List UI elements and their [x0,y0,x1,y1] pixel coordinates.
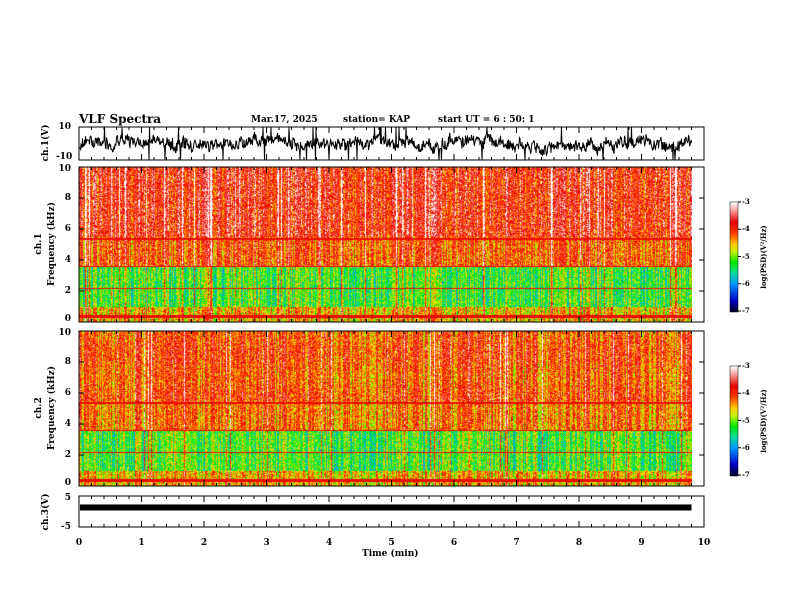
colorbar-tick-label: -7 [742,470,750,479]
x-tick-label: 0 [75,538,83,548]
colorbar-tick-label: -4 [742,224,750,234]
colorbar-tick-label: -4 [742,388,750,398]
colorbar-tick-label: -5 [742,251,750,261]
y-tick-label: 2 [64,285,71,296]
y-tick-label: 10 [58,163,71,174]
colorbar-label: log(PSD)(V²/Hz) [759,225,768,289]
x-tick-label: 4 [325,538,333,548]
y-tick-label: 0 [64,313,71,324]
colorbar-tick-label: -3 [742,361,750,370]
ch2-colorbar [730,366,738,476]
y-tick-label: 8 [64,192,71,203]
colorbar-tick-label: -6 [742,278,750,288]
y-tick-label: 8 [64,356,71,367]
ch3-ylabel: ch.3(V) [41,493,51,531]
x-tick-label: 2 [200,538,208,548]
x-tick-label: 1 [138,538,145,548]
ch3-waveform-line [80,504,692,511]
x-tick-label: 3 [263,538,270,548]
x-tick-label: 6 [450,538,458,548]
y-tick-label: 2 [64,449,71,460]
ch1-ylabel: ch.1(V) [41,124,51,162]
date-label: Mar.17, 2025 [251,115,318,125]
colorbar-tick-label: -5 [742,415,750,425]
colorbar-frame [729,201,739,313]
ch2-spectrogram-ylabel-channel: ch.2 [34,397,44,419]
ch1-colorbar [730,202,738,312]
y-tick-label: 6 [64,223,71,234]
y-tick-label: 10 [58,327,71,338]
y-tick-label: 0 [64,477,71,488]
ch2-spectrogram-image [79,331,692,486]
figure-title: VLF Spectra [79,112,162,126]
start-time-label: start UT = 6 : 50: 1 [438,115,535,125]
y-tick-label: -10 [56,151,73,162]
y-tick-label: 10 [58,121,71,132]
colorbar-frame [729,365,739,477]
y-tick-label: 4 [64,418,71,429]
x-axis-label: Time (min) [362,549,419,559]
y-tick-label: -5 [61,521,71,532]
ch1-spectrogram-ylabel-channel: ch.1 [34,233,44,255]
x-tick-label: 7 [513,538,520,548]
colorbar-tick-label: -7 [742,306,750,315]
ch1-spectrogram-image [79,167,692,322]
y-tick-label: 4 [64,254,71,265]
colorbar-tick-label: -6 [742,442,750,452]
x-tick-label: 8 [575,538,583,548]
x-tick-label: 9 [638,538,645,548]
colorbar-label: log(PSD)(V²/Hz) [759,389,768,453]
ch1-spectrogram-ylabel: Frequency (kHz) [47,202,57,287]
y-tick-label: 5 [64,492,71,503]
colorbar-tick-label: -3 [742,197,750,206]
ch2-spectrogram-ylabel: Frequency (kHz) [47,366,57,451]
panel-frame [78,330,705,487]
station-label: station= KAP [343,115,411,125]
x-tick-label: 10 [697,538,711,548]
x-tick-label: 5 [388,538,395,548]
panel-frame [78,166,705,323]
ch1-waveform-line [79,126,692,161]
y-tick-label: 6 [64,387,71,398]
